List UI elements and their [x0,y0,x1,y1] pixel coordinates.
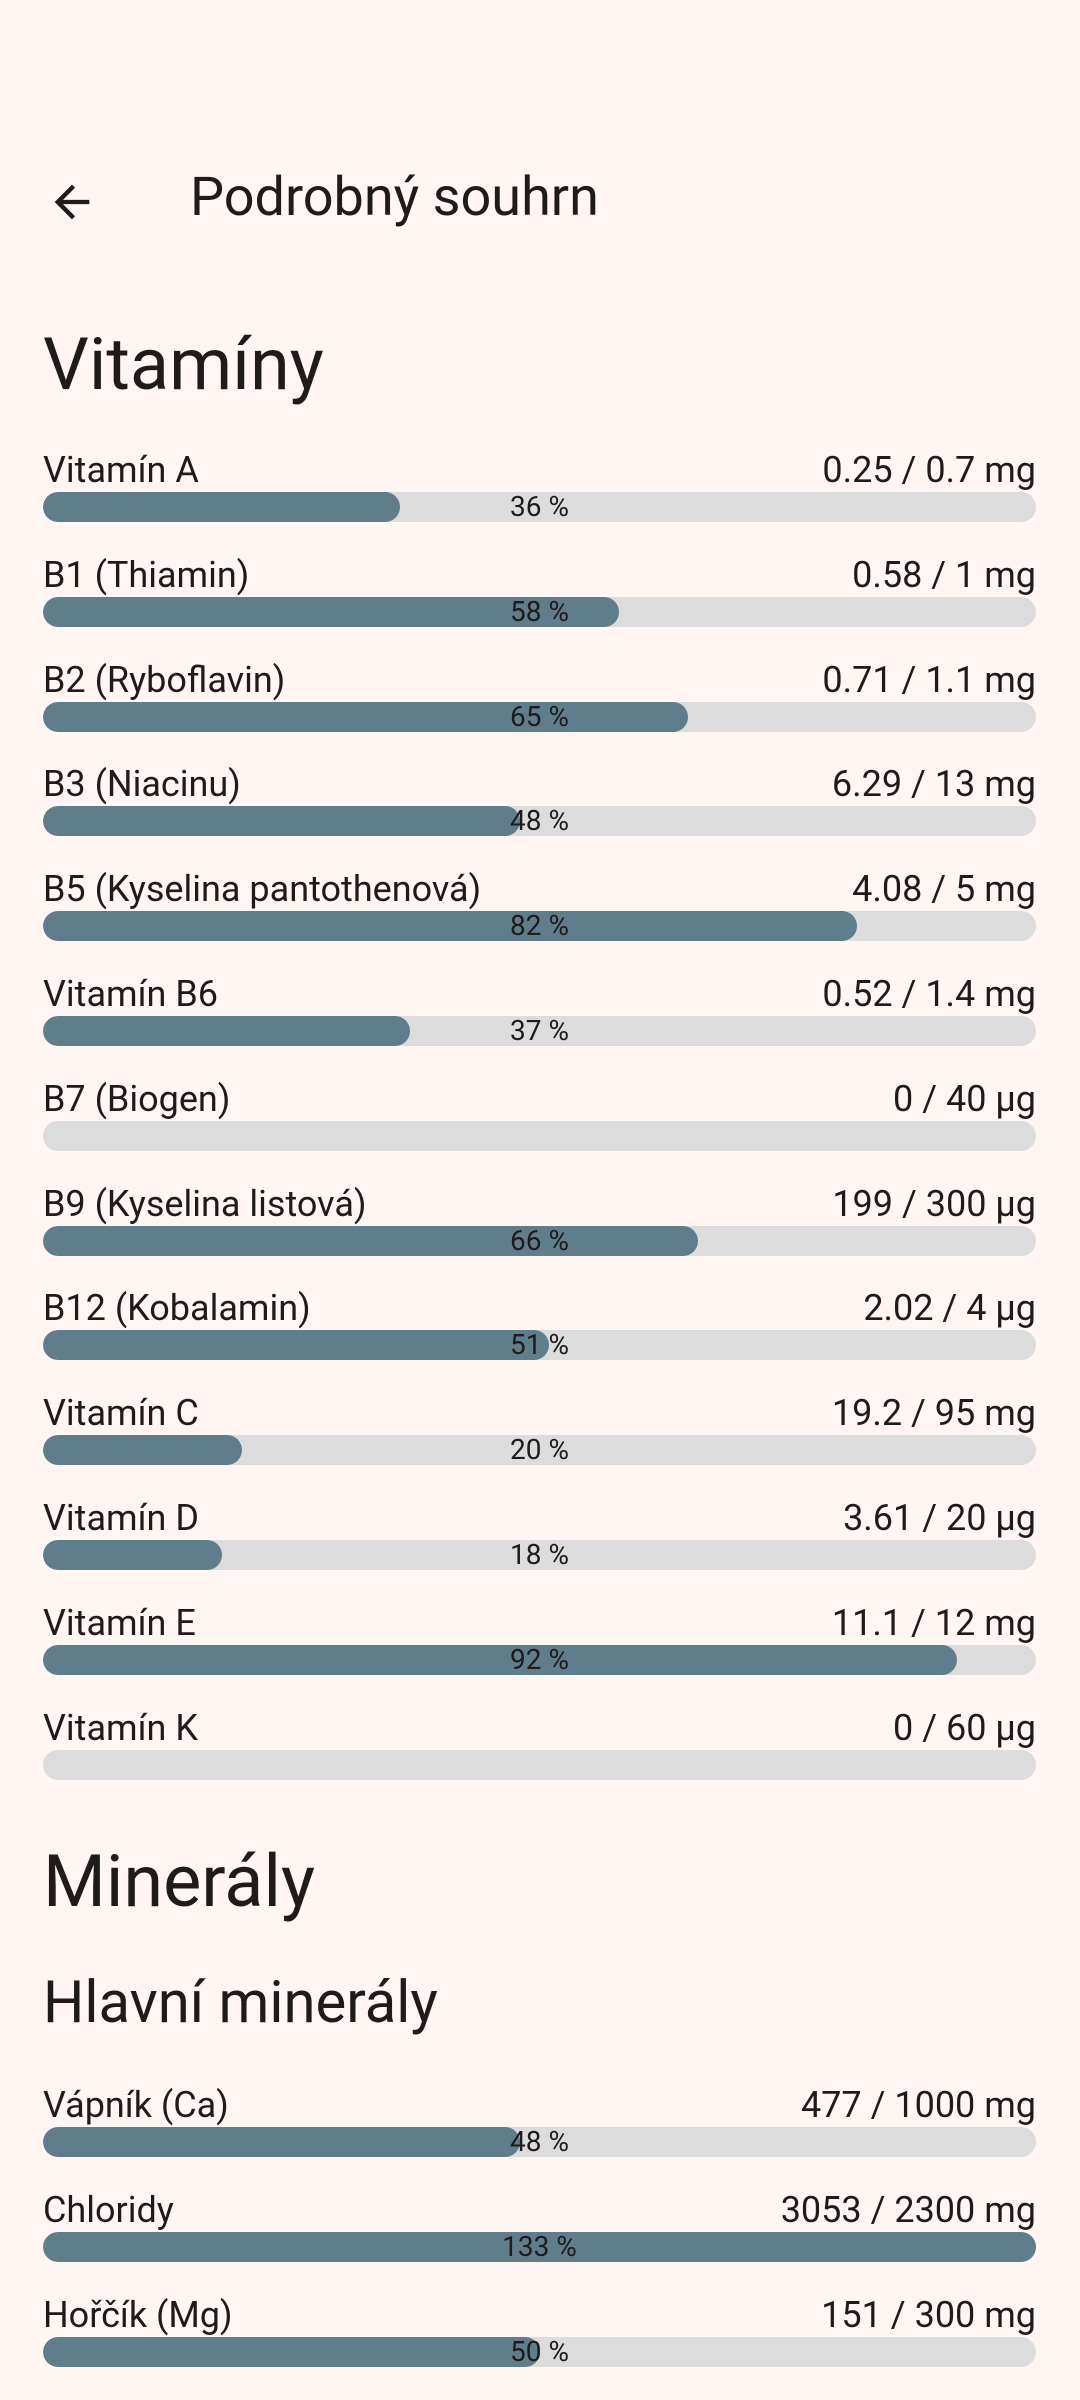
progress-track [43,1225,1036,1256]
nutrient-amount: 0.52 / 1.4 mg [822,973,1036,1015]
page-title: Podrobný souhrn [190,166,599,229]
progress-track [43,2336,1036,2367]
progress-track [43,492,1036,522]
progress-fill [43,911,858,942]
nutrient-amount: 477 / 1000 mg [800,2084,1036,2126]
nutrient-name: Vitamín D [43,1497,199,1539]
nutrient-amount: 0.71 / 1.1 mg [822,658,1036,701]
progress-fill [43,492,401,522]
nutrient-amount: 2.02 / 4 µg [863,1287,1036,1330]
percent-label: 66 % [510,1223,569,1257]
progress-track [43,806,1036,837]
progress-track [43,596,1036,627]
nutrient-name: B3 (Niacinu) [43,763,241,806]
subsection-title: Hlavní minerály [43,1969,438,2037]
progress-fill [43,1435,242,1466]
nutrient-name: Vitamín K [43,1706,198,1749]
nutrient-name: Vitamín A [43,449,199,491]
progress-fill [43,2127,520,2157]
nutrient-amount: 0 / 60 µg [893,1706,1036,1749]
percent-label: 48 % [510,804,569,838]
progress-track [43,701,1036,732]
progress-fill [43,1016,411,1046]
nutrient-name: B12 (Kobalamin) [43,1287,311,1330]
percent-label: 50 % [510,2334,569,2368]
nutrient-name: B2 (Ryboflavin) [43,658,286,701]
nutrient-amount: 0 / 40 µg [893,1077,1036,1120]
nutrient-name: Hořčík (Mg) [43,2293,233,2336]
progress-track [43,1644,1036,1675]
progress-fill [43,2231,1036,2262]
nutrient-name: B1 (Thiamin) [43,553,250,596]
section-title: Vitamíny [43,322,324,407]
progress-fill [43,701,689,732]
progress-track [43,1749,1036,1780]
nutrient-amount: 19.2 / 95 mg [831,1392,1036,1435]
percent-label: 65 % [510,699,569,733]
section-title: Minerály [43,1839,316,1924]
progress-fill [43,1644,957,1675]
nutrient-name: B9 (Kyselina listová) [43,1182,367,1225]
percent-label: 20 % [510,1433,569,1467]
nutrient-name: Vitamín C [43,1392,199,1435]
nutrient-amount: 11.1 / 12 mg [831,1601,1036,1644]
percent-label: 82 % [510,909,569,943]
percent-label: 48 % [510,2125,569,2158]
nutrient-amount: 151 / 300 mg [821,2293,1036,2336]
nutrient-amount: 6.29 / 13 mg [831,763,1036,806]
progress-track [43,911,1036,942]
nutrient-name: Chloridy [43,2188,174,2231]
percent-label: 58 % [510,594,569,628]
nutrient-amount: 4.08 / 5 mg [852,868,1036,911]
progress-track [43,1435,1036,1466]
percent-label: 36 % [510,490,569,523]
percent-label: 18 % [510,1538,569,1571]
progress-fill [43,596,619,627]
nutrient-amount: 3.61 / 20 µg [843,1497,1036,1539]
nutrient-name: B7 (Biogen) [43,1077,231,1120]
nutrient-amount: 199 / 300 µg [832,1182,1036,1225]
progress-track [43,2231,1036,2262]
percent-label: 133 % [502,2229,577,2263]
nutrient-name: B5 (Kyselina pantothenová) [43,868,482,911]
percent-label: 51 % [510,1328,569,1362]
progress-fill [43,1330,550,1361]
percent-label: 92 % [510,1642,569,1676]
progress-track [43,1330,1036,1361]
nutrient-name: Vitamín E [43,1601,196,1644]
progress-track [43,2127,1036,2157]
nutrient-amount: 0.25 / 0.7 mg [822,449,1036,491]
progress-track [43,1540,1036,1570]
progress-fill [43,2336,540,2367]
progress-track [43,1120,1036,1151]
nutrient-name: Vápník (Ca) [43,2084,229,2126]
progress-fill [43,1540,222,1570]
percent-label: 37 % [510,1014,569,1047]
nutrient-amount: 0.58 / 1 mg [852,553,1036,596]
progress-fill [43,806,520,837]
back-button[interactable] [46,176,98,228]
nutrient-amount: 3053 / 2300 mg [780,2188,1036,2231]
nutrient-name: Vitamín B6 [43,973,218,1015]
progress-track [43,1016,1036,1046]
progress-fill [43,1225,699,1256]
